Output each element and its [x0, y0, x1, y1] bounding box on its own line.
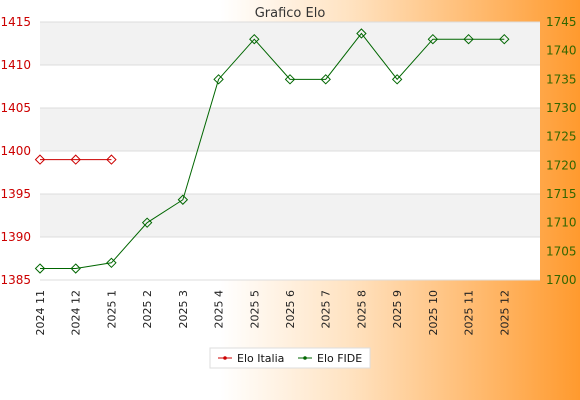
x-tick-label: 2025 7	[320, 290, 333, 329]
x-tick-label: 2025 12	[498, 290, 511, 336]
left-tick-label: 1395	[0, 187, 31, 201]
right-tick-label: 1725	[546, 130, 577, 144]
data-point	[320, 74, 331, 85]
x-tick-label: 2024 12	[70, 290, 83, 336]
chart-title: Grafico Elo	[255, 6, 326, 21]
x-tick-label: 2025 9	[391, 290, 404, 329]
legend-marker	[303, 356, 307, 360]
data-point	[499, 33, 510, 45]
data-point	[34, 263, 46, 274]
x-tick-label: 2025 4	[213, 290, 226, 329]
x-tick-label: 2025 6	[284, 290, 297, 329]
legend-box	[209, 347, 371, 369]
grid-band	[40, 194, 540, 237]
data-point	[141, 217, 153, 228]
x-axis-ticks: 2024 11 2024 12 2025 1 2025 2 2025 3 2025 4 20…	[34, 290, 511, 336]
x-tick-label: 2025 8	[355, 290, 368, 329]
right-tick-label: 1720	[546, 158, 577, 172]
series-layer	[34, 28, 510, 274]
right-tick-label: 1700	[546, 273, 577, 287]
plot-bands	[40, 21, 540, 281]
right-tick-label: 1705	[546, 244, 577, 258]
data-point	[106, 257, 117, 269]
right-tick-label: 1710	[546, 216, 577, 230]
data-point	[106, 154, 117, 165]
right-tick-label: 1735	[546, 72, 577, 86]
left-tick-label: 1400	[0, 144, 31, 158]
data-point	[34, 154, 46, 165]
data-point	[356, 28, 367, 39]
data-point	[427, 33, 439, 45]
series-line	[40, 32, 505, 270]
left-tick-label: 1410	[0, 58, 31, 72]
legend-label: Elo FIDE	[317, 352, 362, 365]
data-point	[70, 154, 81, 165]
data-point	[391, 74, 403, 85]
left-tick-label: 1415	[0, 15, 31, 29]
right-tick-label: 1715	[546, 187, 577, 201]
left-tick-label: 1385	[0, 273, 31, 287]
x-tick-label: 2025 11	[463, 290, 476, 336]
x-tick-label: 2025 2	[141, 290, 154, 329]
data-point	[177, 194, 189, 205]
grid-band	[40, 108, 540, 151]
x-tick-label: 2024 11	[34, 290, 47, 336]
left-axis-ticks: 1385 1390 1395 1400 1405 1410 1415	[0, 15, 31, 287]
x-tick-label: 2025 1	[105, 290, 118, 329]
right-axis-ticks: 1700 1705 1710 1715 1720 1725 1730 1735 1740 1745	[546, 15, 577, 287]
data-point	[70, 263, 81, 274]
legend: Elo Italia Elo FIDE	[209, 347, 371, 369]
legend-marker	[223, 356, 227, 360]
x-tick-label: 2025 5	[248, 290, 261, 329]
legend-label: Elo Italia	[237, 352, 284, 365]
data-point	[213, 74, 224, 85]
x-tick-label: 2025 10	[427, 290, 440, 336]
right-tick-label: 1740	[546, 44, 577, 58]
left-tick-label: 1390	[0, 230, 31, 244]
right-tick-label: 1730	[546, 101, 577, 115]
right-tick-label: 1745	[546, 15, 577, 29]
grid-band	[40, 22, 540, 65]
x-tick-label: 2025 3	[177, 290, 190, 329]
data-point	[284, 74, 296, 85]
data-point	[249, 33, 260, 45]
data-point	[463, 33, 474, 45]
left-tick-label: 1405	[0, 101, 31, 115]
